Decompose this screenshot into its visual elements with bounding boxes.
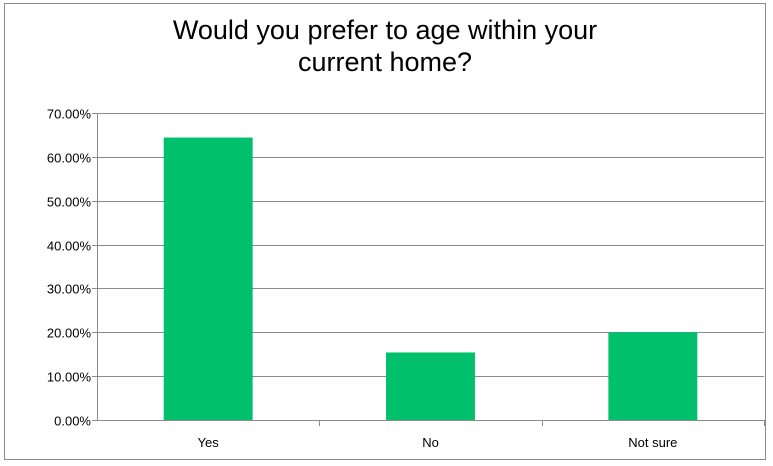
y-tick-label: 70.00% — [47, 107, 92, 122]
bar-yes — [163, 137, 253, 420]
x-tick-label: Yes — [198, 435, 220, 450]
bar-not-sure — [608, 332, 698, 420]
y-tick-label: 60.00% — [47, 151, 92, 166]
y-tick-label: 40.00% — [47, 239, 92, 254]
y-tick-label: 50.00% — [47, 195, 92, 210]
chart-title-line-1: Would you prefer to age within your — [172, 15, 598, 45]
y-tick-label: 20.00% — [47, 326, 92, 341]
chart-title: Would you prefer to age within your curr… — [4, 14, 766, 78]
y-tick-label: 0.00% — [54, 414, 91, 429]
x-tick-label: No — [422, 435, 439, 450]
y-tick-label: 30.00% — [47, 282, 92, 297]
bar-no — [386, 352, 475, 420]
x-tick-label: Not sure — [628, 435, 677, 450]
chart-title-line-2: current home? — [297, 47, 473, 77]
y-tick-label: 10.00% — [47, 370, 92, 385]
